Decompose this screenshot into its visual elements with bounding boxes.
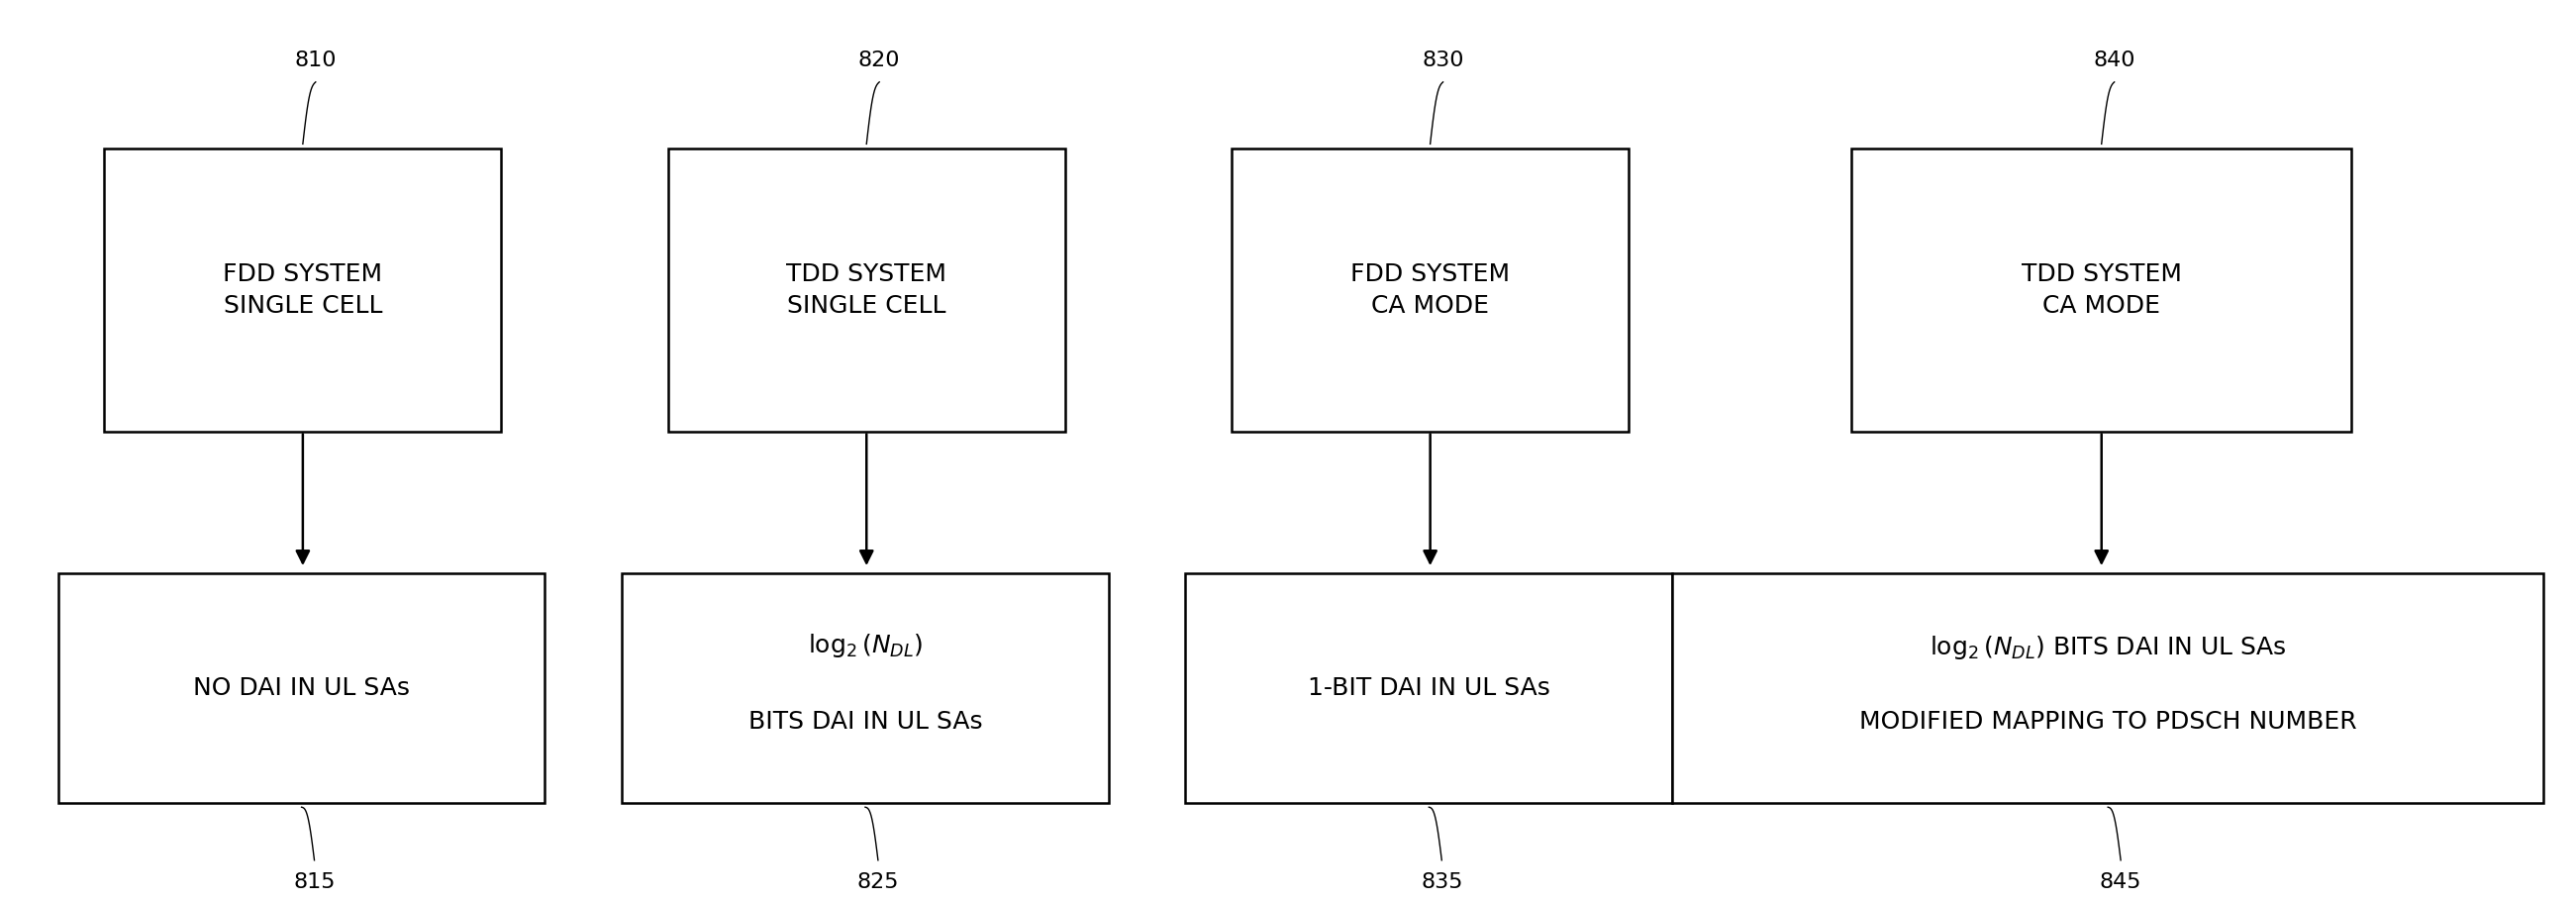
Bar (1852, 149, 2352, 432)
Text: 845: 845 (2099, 872, 2141, 892)
Bar (1672, 573, 2543, 803)
Text: 840: 840 (2094, 50, 2136, 70)
Bar (1231, 149, 1628, 432)
Text: MODIFIED MAPPING TO PDSCH NUMBER: MODIFIED MAPPING TO PDSCH NUMBER (1860, 709, 2357, 733)
Bar (59, 573, 546, 803)
Bar (1185, 573, 1672, 803)
Bar (103, 149, 502, 432)
Text: 820: 820 (858, 50, 902, 70)
Text: $\log_2(N_{DL})$: $\log_2(N_{DL})$ (809, 632, 922, 660)
Text: 1-BIT DAI IN UL SAs: 1-BIT DAI IN UL SAs (1309, 676, 1551, 700)
Text: TDD SYSTEM
CA MODE: TDD SYSTEM CA MODE (2022, 262, 2182, 317)
Bar (667, 149, 1064, 432)
Text: 825: 825 (858, 872, 899, 892)
Text: FDD SYSTEM
CA MODE: FDD SYSTEM CA MODE (1350, 262, 1510, 317)
Text: BITS DAI IN UL SAs: BITS DAI IN UL SAs (747, 709, 981, 733)
Bar (621, 573, 1108, 803)
Text: 830: 830 (1422, 50, 1463, 70)
Text: 815: 815 (294, 872, 335, 892)
Text: TDD SYSTEM
SINGLE CELL: TDD SYSTEM SINGLE CELL (786, 262, 948, 317)
Text: $\log_2(N_{DL})$ BITS DAI IN UL SAs: $\log_2(N_{DL})$ BITS DAI IN UL SAs (1929, 634, 2287, 662)
Text: NO DAI IN UL SAs: NO DAI IN UL SAs (193, 676, 410, 700)
Text: FDD SYSTEM
SINGLE CELL: FDD SYSTEM SINGLE CELL (224, 262, 384, 317)
Text: 835: 835 (1422, 872, 1463, 892)
Text: 810: 810 (294, 50, 337, 70)
